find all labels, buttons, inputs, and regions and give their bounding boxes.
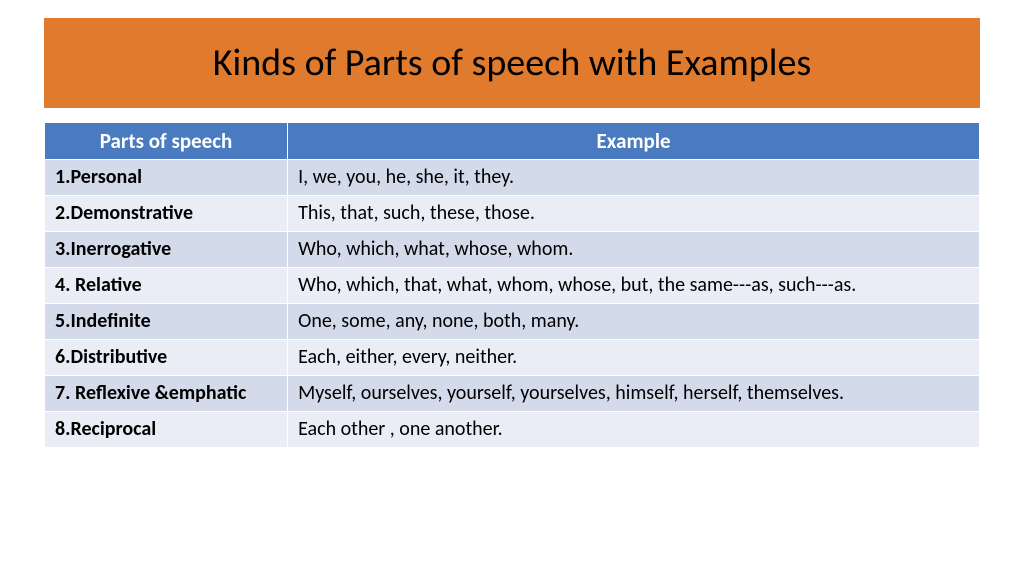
title-bar: Kinds of Parts of speech with Examples xyxy=(44,18,980,108)
table-row: 3.Inerrogative Who, which, what, whose, … xyxy=(45,232,980,268)
table-row: 2.Demonstrative This, that, such, these,… xyxy=(45,196,980,232)
row-example: Each other , one another. xyxy=(288,412,980,448)
header-parts: Parts of speech xyxy=(45,123,288,160)
table-row: 4. Relative Who, which, that, what, whom… xyxy=(45,268,980,304)
table-header-row: Parts of speech Example xyxy=(45,123,980,160)
row-example: Myself, ourselves, yourself, yourselves,… xyxy=(288,376,980,412)
row-example: Each, either, every, neither. xyxy=(288,340,980,376)
parts-of-speech-table: Parts of speech Example 1.Personal I, we… xyxy=(44,122,980,448)
table-row: 5.Indefinite One, some, any, none, both,… xyxy=(45,304,980,340)
table-row: 6.Distributive Each, either, every, neit… xyxy=(45,340,980,376)
table-row: 8.Reciprocal Each other , one another. xyxy=(45,412,980,448)
row-label: 6.Distributive xyxy=(45,340,288,376)
row-label: 2.Demonstrative xyxy=(45,196,288,232)
row-example: This, that, such, these, those. xyxy=(288,196,980,232)
row-label: 8.Reciprocal xyxy=(45,412,288,448)
row-label: 4. Relative xyxy=(45,268,288,304)
row-label: 3.Inerrogative xyxy=(45,232,288,268)
table-row: 1.Personal I, we, you, he, she, it, they… xyxy=(45,160,980,196)
table-row: 7. Reflexive &emphatic Myself, ourselves… xyxy=(45,376,980,412)
row-example: One, some, any, none, both, many. xyxy=(288,304,980,340)
page-title: Kinds of Parts of speech with Examples xyxy=(44,40,980,86)
row-label: 5.Indefinite xyxy=(45,304,288,340)
row-label: 1.Personal xyxy=(45,160,288,196)
row-example: I, we, you, he, she, it, they. xyxy=(288,160,980,196)
header-example: Example xyxy=(288,123,980,160)
row-example: Who, which, that, what, whom, whose, but… xyxy=(288,268,980,304)
row-label: 7. Reflexive &emphatic xyxy=(45,376,288,412)
row-example: Who, which, what, whose, whom. xyxy=(288,232,980,268)
